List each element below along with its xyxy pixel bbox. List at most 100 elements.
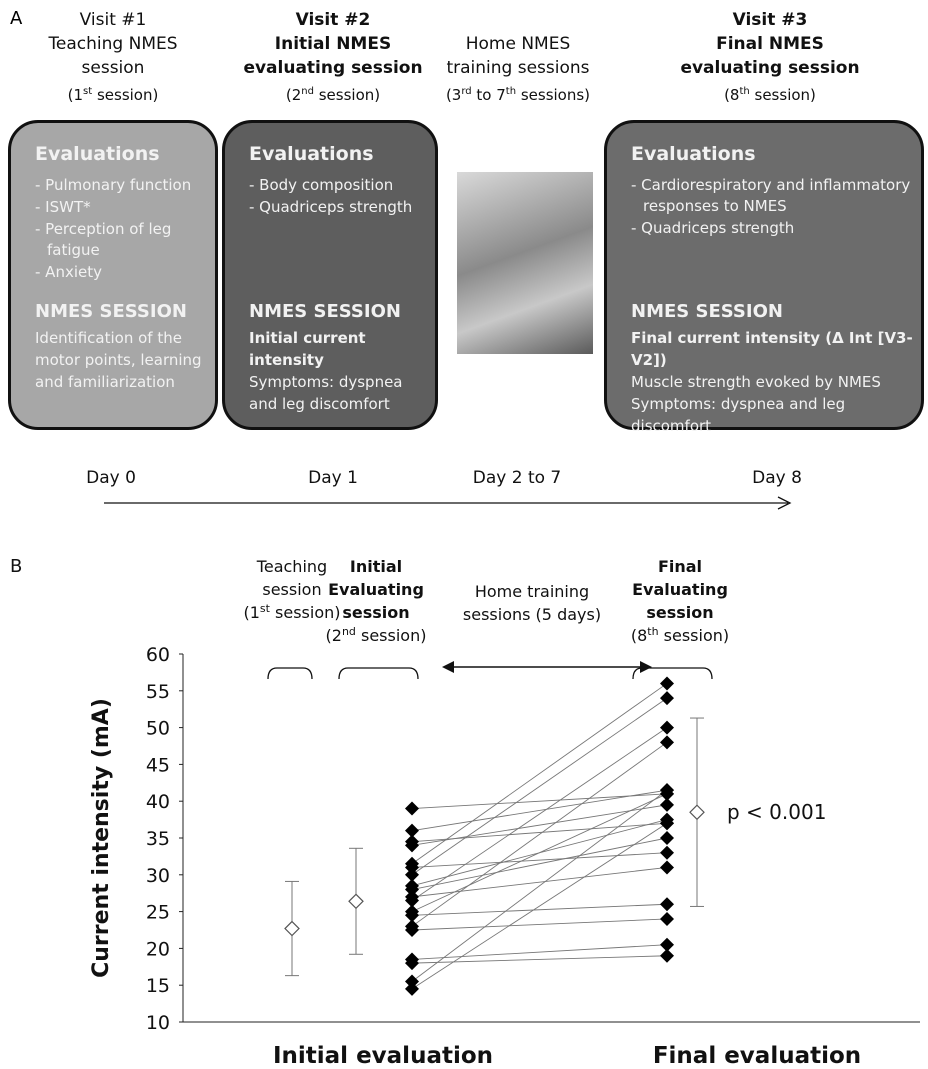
visit-box: Evaluations- Body composition- Quadricep… — [222, 120, 438, 430]
box-item: - Pulmonary function — [35, 175, 205, 196]
session-label: Evaluating — [328, 580, 424, 599]
session-label-part: (1 — [243, 603, 259, 622]
final-point — [660, 949, 674, 963]
header-session-part: sessions) — [516, 86, 590, 104]
pair-line — [412, 794, 667, 912]
header-line: training sessions — [403, 56, 633, 80]
session-label: Evaluating — [632, 580, 728, 599]
session-label: (2nd session) — [326, 625, 427, 646]
pair-line — [412, 919, 667, 930]
header-session-part: to 7 — [472, 86, 506, 104]
header-session-part: th — [506, 86, 516, 97]
day-label: Day 0 — [86, 468, 136, 488]
mean-point — [349, 894, 363, 908]
box-session: NMES SESSIONIdentification of the motor … — [35, 301, 207, 393]
y-axis-title: Current intensity (mA) — [89, 698, 114, 978]
bracket — [268, 668, 312, 679]
box-heading: Evaluations — [631, 143, 756, 165]
header-session-part: th — [739, 86, 749, 97]
final-point — [660, 846, 674, 860]
y-tick-label: 35 — [146, 828, 170, 850]
session-label: Initial — [350, 557, 402, 576]
session-label: Home training — [475, 582, 589, 601]
session-label-part: th — [647, 625, 658, 638]
x-category-label: Initial evaluation — [273, 1043, 493, 1069]
y-tick-label: 55 — [146, 681, 170, 703]
pair-line — [412, 790, 667, 981]
pair-line — [412, 742, 667, 926]
final-point — [660, 691, 674, 705]
session-bold: Final current intensity (Δ Int [V3-V2]) — [631, 327, 913, 371]
y-tick-label: 15 — [146, 975, 170, 997]
final-point — [660, 912, 674, 926]
header-line: Visit #1 — [0, 8, 228, 32]
session-label-part: nd — [342, 625, 356, 638]
session-line: Symptoms: dyspnea and leg discomfort — [631, 393, 913, 437]
session-line: Symptoms: dyspnea and leg discomfort — [249, 371, 427, 415]
mean-point — [690, 805, 704, 819]
header-line: Home NMES — [403, 32, 633, 56]
box-items: - Cardiorespiratory and inflammatory res… — [631, 175, 911, 240]
final-point — [660, 831, 674, 845]
box-item: - Quadriceps strength — [631, 218, 911, 239]
day-label: Day 2 to 7 — [473, 468, 561, 488]
session-label-part: session) — [659, 626, 730, 645]
pair-line — [412, 728, 667, 901]
figure: A BTeachingsession(1st session)InitialEv… — [0, 0, 928, 1069]
session-line: Muscle strength evoked by NMES — [631, 371, 913, 393]
final-point — [660, 735, 674, 749]
box-item: - ISWT* — [35, 197, 205, 218]
visit-box: Evaluations - Cardiorespiratory and infla… — [604, 120, 924, 430]
y-tick-label: 30 — [146, 865, 170, 887]
y-tick-label: 50 — [146, 718, 170, 740]
pair-line — [412, 790, 667, 830]
y-tick-label: 25 — [146, 902, 170, 924]
pair-line — [412, 853, 667, 868]
final-point — [660, 676, 674, 690]
session-label-part: (2 — [326, 626, 342, 645]
session-label: session — [646, 603, 713, 622]
header-session-part: nd — [301, 86, 314, 97]
visit-header: Visit #3Final NMESevaluating session(8th… — [655, 8, 885, 107]
session-heading: NMES SESSION — [631, 301, 913, 323]
session-bold: Initial current intensity — [249, 327, 427, 371]
arrowhead — [442, 661, 454, 673]
header-session-part: st — [83, 86, 92, 97]
panel-label: B — [10, 556, 22, 577]
box-session: NMES SESSIONInitial current intensitySym… — [249, 301, 427, 415]
header-line: evaluating session — [655, 56, 885, 80]
initial-point — [405, 802, 419, 816]
x-category-label: Final evaluation — [653, 1043, 861, 1069]
header-session-part: rd — [461, 86, 471, 97]
arrowhead — [640, 661, 652, 673]
header-line: Teaching NMES — [0, 32, 228, 56]
y-tick-label: 20 — [146, 938, 170, 960]
session-label: (1st session) — [243, 602, 340, 623]
box-item: - Perception of leg fatigue — [35, 219, 205, 261]
session-label: session — [342, 603, 409, 622]
session-label: (8th session) — [631, 625, 729, 646]
y-tick-label: 40 — [146, 791, 170, 813]
initial-point — [405, 982, 419, 996]
final-point — [660, 897, 674, 911]
header-session-part: (1 — [68, 86, 83, 104]
box-item: - Body composition — [249, 175, 425, 196]
session-heading: NMES SESSION — [35, 301, 207, 323]
box-item: - Cardiorespiratory and inflammatory res… — [631, 175, 911, 217]
y-tick-label: 10 — [146, 1012, 170, 1034]
session-label-part: (8 — [631, 626, 647, 645]
pair-line — [412, 683, 667, 863]
y-tick-label: 45 — [146, 754, 170, 776]
session-label: session — [262, 580, 321, 599]
final-point — [660, 721, 674, 735]
header-line: session — [0, 56, 228, 80]
session-label: Final — [658, 557, 702, 576]
session-label: sessions (5 days) — [463, 605, 601, 624]
header-line: Visit #2 — [218, 8, 448, 32]
day-label: Day 8 — [752, 468, 802, 488]
session-label-part: session) — [270, 603, 341, 622]
header-session-part: session) — [92, 86, 158, 104]
p-value: p < 0.001 — [727, 800, 826, 824]
box-heading: Evaluations — [249, 143, 374, 165]
